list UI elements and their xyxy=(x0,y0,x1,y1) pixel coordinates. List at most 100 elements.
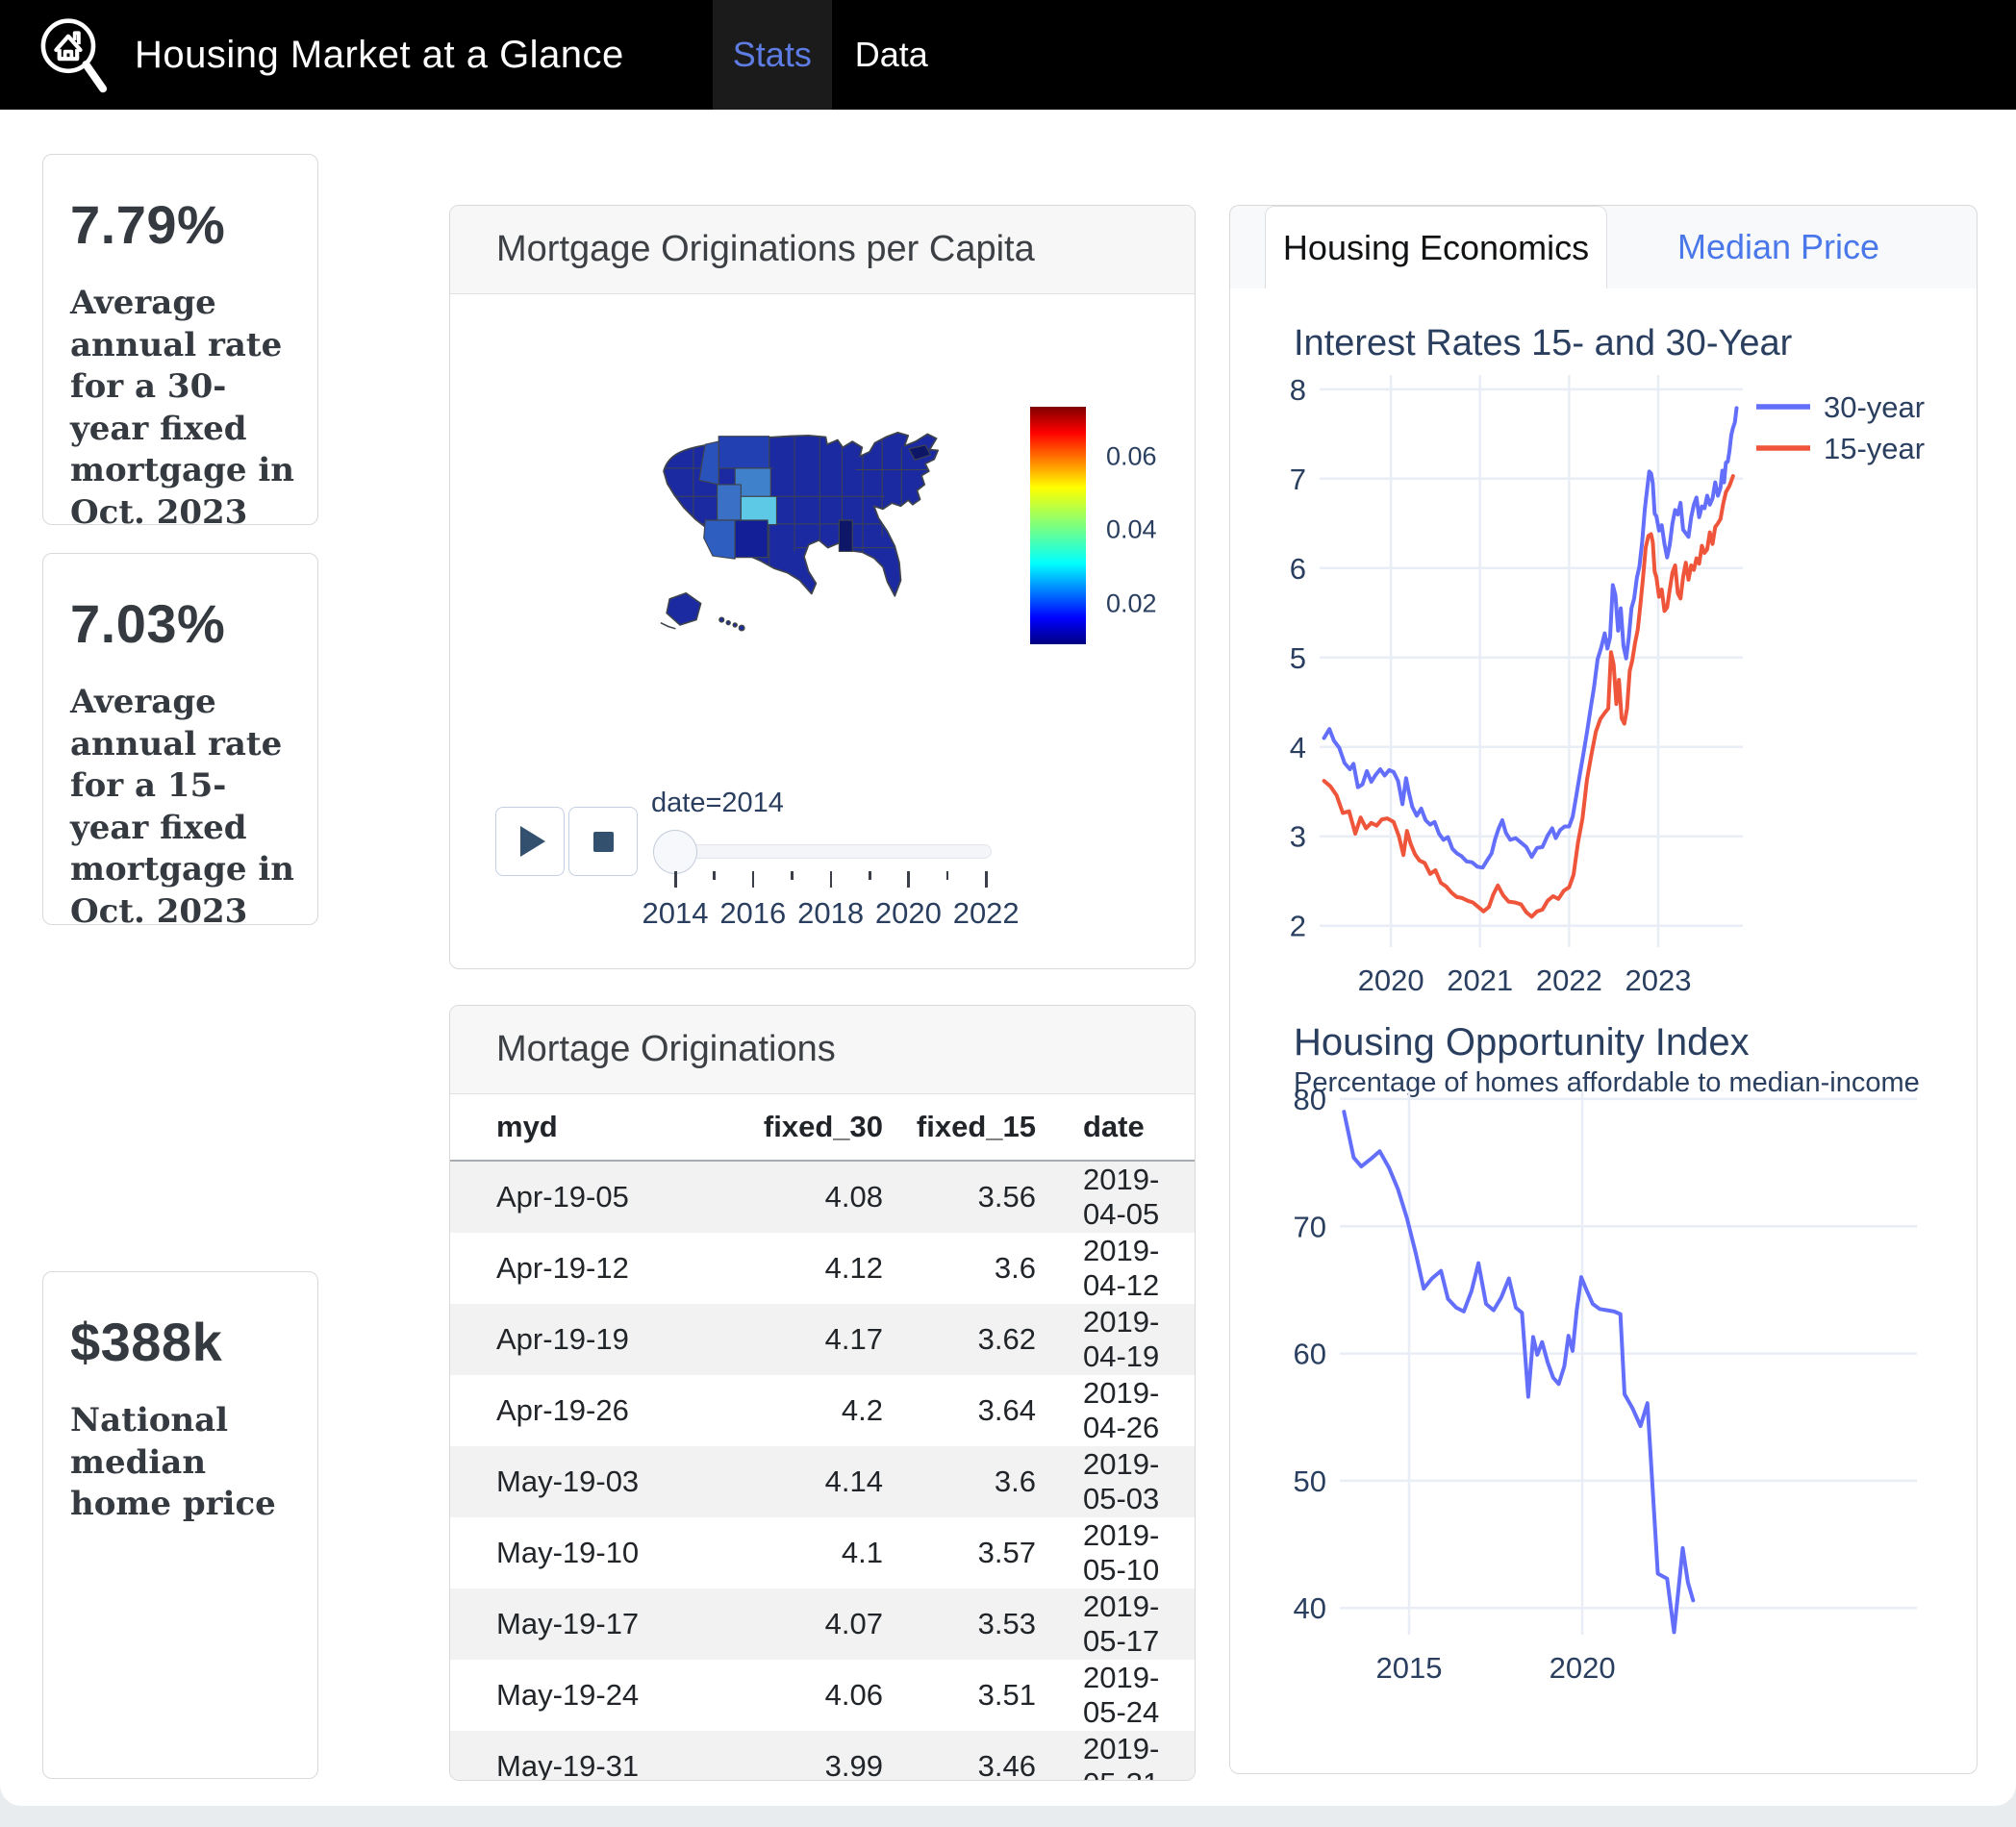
table-row: Apr-19-26 4.2 3.64 2019-04-26 xyxy=(450,1375,1195,1446)
stop-button[interactable] xyxy=(568,807,638,876)
alaska-islands xyxy=(660,621,676,630)
alaska-hawaii xyxy=(660,591,745,632)
hawaii-island-3 xyxy=(732,622,738,628)
slider-tick xyxy=(907,871,910,888)
table-cell: Apr-19-19 xyxy=(450,1304,739,1375)
table-cell: May-19-24 xyxy=(496,1678,640,1712)
colorbar-tick-label: 0.04 xyxy=(1106,514,1157,544)
play-button[interactable] xyxy=(495,807,565,876)
hawaii-island-2 xyxy=(725,619,731,626)
table-cell: 4.17 xyxy=(739,1304,891,1375)
hawaii-island-1 xyxy=(718,616,725,623)
nav-tab-data[interactable]: Data xyxy=(854,35,928,74)
table-cell: 2019-05-10 xyxy=(1083,1518,1160,1587)
table-row: May-19-03 4.14 3.6 2019-05-03 xyxy=(450,1446,1195,1517)
slider-tick xyxy=(791,871,794,880)
state-utah xyxy=(717,484,742,521)
slider-tick xyxy=(869,871,871,880)
table-card: Mortage Originations myd fixed_30 fixed_15… xyxy=(449,1005,1196,1781)
table-cell: 4.08 xyxy=(739,1161,891,1233)
colorbar-tick-label: 0.06 xyxy=(1106,441,1157,471)
table-cell: May-19-17 xyxy=(450,1589,739,1660)
date-slider-ticks: 2014 2016 2018 2020 2022 xyxy=(643,871,1020,939)
map-card-title: Mortgage Originations per Capita xyxy=(450,206,1195,294)
state-new-mexico xyxy=(734,519,769,559)
table-cell: 2019-04-26 xyxy=(1083,1376,1160,1444)
table-cell: 4.12 xyxy=(824,1251,883,1285)
table-cell: 3.6 xyxy=(994,1251,1036,1285)
table-cell: 2019-05-17 xyxy=(1037,1589,1195,1660)
state-alaska xyxy=(666,591,702,626)
slider-tick xyxy=(751,871,755,888)
slider-tick-label: 2022 xyxy=(952,896,1020,930)
table-cell: 2019-04-12 xyxy=(1083,1234,1160,1302)
tab-housing-economics[interactable]: Housing Economics xyxy=(1265,206,1607,288)
table-cell: Apr-19-26 xyxy=(496,1393,629,1427)
state-montana xyxy=(718,436,770,469)
date-slider-handle[interactable] xyxy=(653,830,697,874)
navbar: Housing Market at a Glance Stats Data xyxy=(0,0,2016,110)
play-icon xyxy=(520,826,545,857)
slider-tick xyxy=(674,871,677,888)
column-header-date: date xyxy=(1037,1094,1195,1162)
table-head: myd fixed_30 fixed_15 date xyxy=(450,1094,1195,1162)
slider-tick-label: 2016 xyxy=(719,896,787,930)
table-cell: 2019-05-03 xyxy=(1037,1446,1195,1517)
slider-tick xyxy=(829,871,833,888)
table-cell: 3.56 xyxy=(891,1161,1037,1233)
table-row: Apr-19-05 4.08 3.56 2019-04-05 xyxy=(450,1161,1195,1233)
map-card: Mortgage Originations per Capita xyxy=(449,205,1196,969)
stat-card-median-price: $388k National median home price xyxy=(42,1271,318,1779)
stat-value-30yr: 7.79% xyxy=(70,194,226,255)
slider-tick xyxy=(713,871,716,880)
table-row: May-19-24 4.06 3.51 2019-05-24 xyxy=(450,1660,1195,1731)
state-mississippi xyxy=(838,519,853,553)
slider-tick xyxy=(945,871,949,880)
stat-description-30yr: Average annual rate for a 30-year fixed … xyxy=(70,284,294,525)
app-title: Housing Market at a Glance xyxy=(135,33,624,76)
stat-description-median-price: National median home price xyxy=(70,1401,276,1524)
date-slider-track[interactable] xyxy=(665,844,992,859)
stat-value-15yr: 7.03% xyxy=(70,593,226,654)
nav-tab-stats[interactable]: Stats xyxy=(712,0,832,110)
stat-value-median-price: $388k xyxy=(70,1312,223,1372)
slider-tick-label: 2014 xyxy=(642,896,709,930)
colorbar xyxy=(1030,407,1086,644)
table-cell: 3.53 xyxy=(891,1589,1037,1660)
table-cell: Apr-19-12 xyxy=(496,1251,629,1285)
table-cell: 3.99 xyxy=(739,1731,891,1780)
table-cell: 4.2 xyxy=(841,1393,883,1427)
us-choropleth-map[interactable] xyxy=(647,425,974,648)
table-row: Apr-19-12 4.12 3.6 2019-04-12 xyxy=(450,1233,1195,1304)
slider-tick-label: 2018 xyxy=(797,896,865,930)
table-body: Apr-19-05 4.08 3.56 2019-04-05 Apr-19-12 4.12… xyxy=(450,1161,1195,1780)
table-row: May-19-17 4.07 3.53 2019-05-17 xyxy=(450,1589,1195,1660)
table-cell: 3.57 xyxy=(977,1536,1036,1569)
slider-frame-label: date=2014 xyxy=(651,788,784,818)
table-cell: 2019-05-24 xyxy=(1083,1661,1160,1729)
table-cell: 3.6 xyxy=(891,1446,1037,1517)
table-cell: May-19-10 xyxy=(496,1536,640,1569)
table-cell: 3.51 xyxy=(977,1678,1036,1712)
tab-median-price[interactable]: Median Price xyxy=(1676,227,1880,266)
colorbar-tick-label: 0.02 xyxy=(1106,588,1157,618)
highlight-states xyxy=(698,436,931,560)
table-cell: May-19-03 xyxy=(450,1446,739,1517)
column-header-fixed_30: fixed_30 xyxy=(739,1094,891,1162)
table-cell: 4.1 xyxy=(841,1536,883,1569)
column-header-myd: myd xyxy=(450,1094,739,1162)
column-header-fixed_15: fixed_15 xyxy=(891,1094,1037,1162)
slider-tick-label: 2020 xyxy=(874,896,942,930)
stat-card-15yr: 7.03% Average annual rate for a 15-year … xyxy=(42,553,318,925)
stop-icon xyxy=(592,831,614,852)
interest-chart-title: Interest Rates 15- and 30-Year xyxy=(1294,323,1793,363)
stat-description-15yr: Average annual rate for a 15-year fixed … xyxy=(70,683,294,925)
table-cell: 3.46 xyxy=(891,1731,1037,1780)
mortgage-table: myd fixed_30 fixed_15 date Apr-19-05 4.08 3.5… xyxy=(450,1094,1195,1780)
table-card-title: Mortage Originations xyxy=(450,1006,1195,1094)
table-cell: 4.07 xyxy=(739,1589,891,1660)
hoi-chart-title: Housing Opportunity Index xyxy=(1294,1021,1750,1064)
table-row: Apr-19-19 4.17 3.62 2019-04-19 xyxy=(450,1304,1195,1375)
table-cell: 2019-05-31 xyxy=(1037,1731,1195,1780)
